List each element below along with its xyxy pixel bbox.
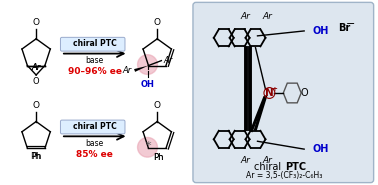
- Text: chiral PTC: chiral PTC: [73, 122, 116, 131]
- Text: Ar: Ar: [32, 63, 41, 72]
- Text: Ar = 3,5-(CF₃)₂-C₆H₃: Ar = 3,5-(CF₃)₂-C₆H₃: [246, 171, 322, 180]
- Text: Ar: Ar: [241, 12, 251, 21]
- Text: 90–96% ee: 90–96% ee: [68, 67, 122, 76]
- Text: Ar: Ar: [163, 56, 173, 65]
- Text: O: O: [33, 101, 40, 110]
- Text: Ar: Ar: [241, 156, 251, 165]
- Polygon shape: [134, 65, 149, 72]
- Text: O: O: [154, 101, 161, 110]
- Text: Ph: Ph: [30, 152, 41, 161]
- Text: Ph: Ph: [153, 153, 164, 162]
- Text: OH: OH: [312, 26, 328, 36]
- Text: O: O: [33, 18, 40, 28]
- Text: chiral PTC: chiral PTC: [73, 39, 116, 48]
- Text: Ar: Ar: [122, 66, 132, 75]
- FancyBboxPatch shape: [60, 37, 125, 51]
- Text: *: *: [146, 141, 151, 151]
- Text: Br: Br: [338, 23, 350, 33]
- Text: O: O: [301, 88, 308, 98]
- Text: OH: OH: [312, 144, 328, 154]
- Text: Ph: Ph: [153, 153, 164, 162]
- Text: 85% ee: 85% ee: [76, 149, 113, 159]
- Ellipse shape: [138, 137, 157, 157]
- Text: base: base: [85, 139, 104, 148]
- Text: base: base: [85, 56, 104, 65]
- Text: −: −: [346, 19, 355, 29]
- Text: Ar: Ar: [262, 12, 272, 21]
- Text: Ar: Ar: [262, 156, 272, 165]
- Text: N: N: [265, 88, 274, 98]
- Text: PTC: PTC: [285, 162, 307, 172]
- Text: OH: OH: [141, 80, 155, 89]
- Ellipse shape: [138, 55, 157, 74]
- Text: O: O: [154, 18, 161, 28]
- Text: +: +: [271, 86, 277, 92]
- Text: Ph: Ph: [31, 152, 42, 161]
- FancyBboxPatch shape: [60, 120, 125, 134]
- Text: chiral: chiral: [254, 162, 284, 172]
- Text: O: O: [33, 77, 39, 86]
- FancyBboxPatch shape: [193, 2, 373, 183]
- Text: Ar: Ar: [31, 63, 40, 72]
